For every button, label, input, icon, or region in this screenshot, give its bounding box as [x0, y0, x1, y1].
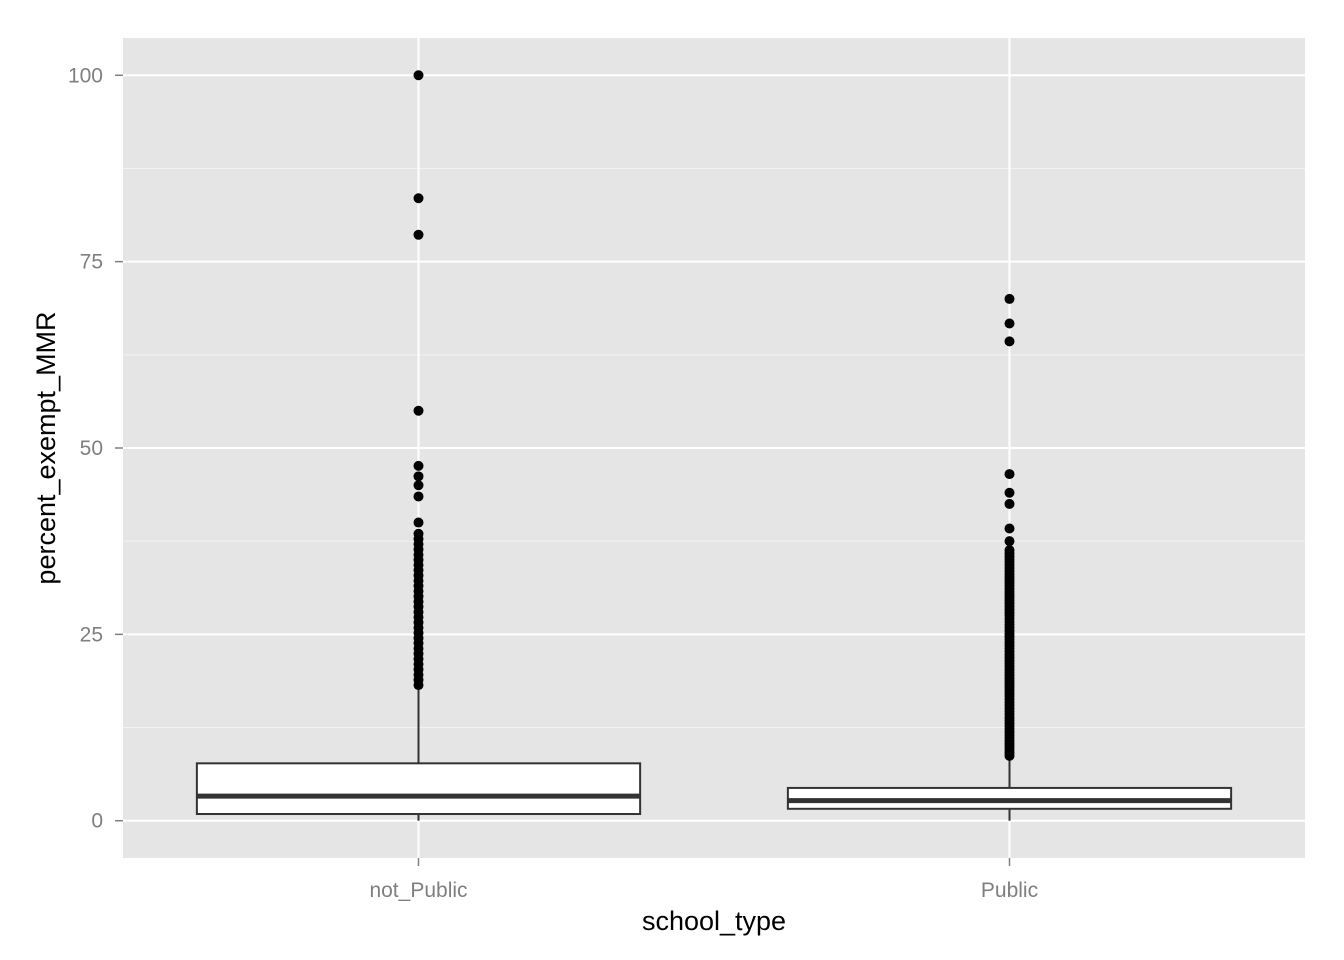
outlier-point: [1004, 523, 1015, 534]
outlier-point: [1004, 469, 1015, 480]
x-axis-title: school_type: [642, 906, 786, 936]
outlier-point: [1004, 545, 1015, 556]
outlier-point: [1004, 487, 1015, 498]
outlier-point: [1004, 536, 1015, 547]
outlier-point: [413, 471, 424, 482]
outlier-point: [413, 193, 424, 204]
y-axis-title: percent_exempt_MMR: [31, 311, 61, 584]
outlier-point: [413, 405, 424, 416]
outlier-point: [413, 517, 424, 528]
y-tick-label: 100: [68, 64, 103, 87]
outlier-point: [1004, 498, 1015, 509]
outlier-point: [413, 460, 424, 471]
box-series: [195, 70, 1233, 821]
outlier-point: [1004, 336, 1015, 347]
box-Public: [786, 293, 1233, 821]
y-tick-label: 25: [80, 623, 103, 646]
x-tick-label: not_Public: [369, 879, 467, 902]
outlier-point: [1004, 318, 1015, 329]
outlier-point: [1004, 293, 1015, 304]
outlier-point: [413, 70, 424, 81]
box-not_Public: [195, 70, 642, 821]
outlier-point: [413, 480, 424, 491]
y-tick-label: 75: [80, 251, 103, 274]
x-axis: not_Public Public: [369, 858, 1038, 902]
y-axis: 0 25 50 75 100: [68, 64, 123, 833]
y-tick-label: 50: [80, 437, 103, 460]
y-tick-label: 0: [91, 810, 103, 833]
outlier-point: [413, 528, 424, 539]
outlier-point: [413, 229, 424, 240]
x-tick-label: Public: [981, 879, 1038, 902]
box-iqr: [195, 762, 642, 816]
outlier-point: [413, 491, 424, 502]
